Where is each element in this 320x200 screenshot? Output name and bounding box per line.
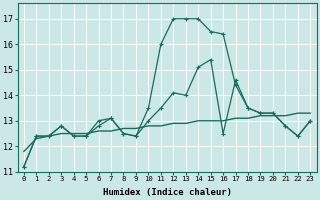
X-axis label: Humidex (Indice chaleur): Humidex (Indice chaleur) xyxy=(103,188,232,197)
